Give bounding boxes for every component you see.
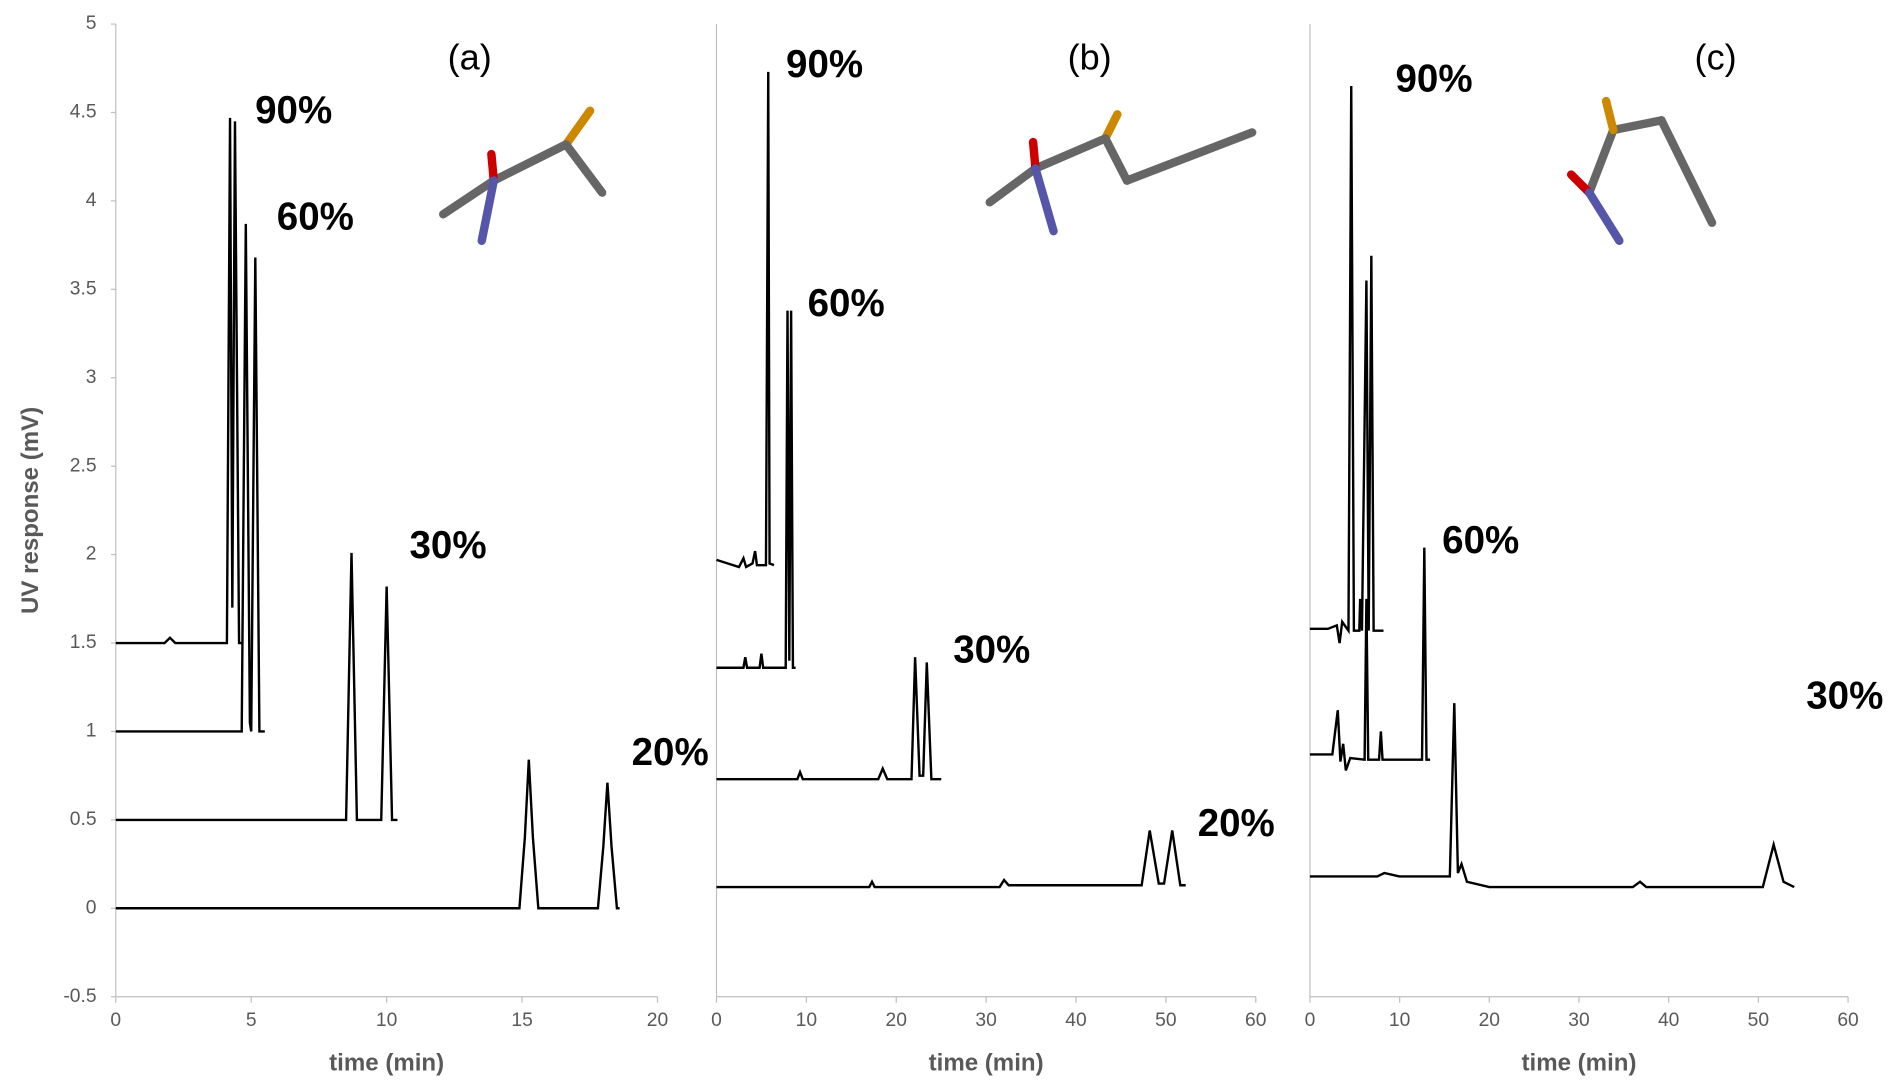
trace [116, 118, 243, 643]
trace-label: 90% [255, 89, 332, 132]
trace [716, 72, 774, 567]
trace [1310, 86, 1384, 643]
trace [116, 224, 265, 732]
x-tick-label: 40 [1658, 1010, 1679, 1031]
x-tick-label: 40 [1065, 1010, 1086, 1031]
y-tick-label: 0 [86, 897, 97, 918]
molecule-b [990, 114, 1252, 231]
y-tick-label: 4.5 [70, 102, 97, 123]
trace [116, 760, 620, 909]
y-tick-label: 1 [86, 721, 97, 742]
x-axis-label: time (min) [1522, 1050, 1637, 1077]
y-tick-label: 0.5 [70, 809, 97, 830]
x-tick-label: 10 [376, 1010, 397, 1031]
x-tick-label: 60 [1245, 1010, 1266, 1031]
x-axis-label: time (min) [329, 1050, 444, 1077]
y-tick-label: 4 [86, 190, 97, 211]
panel-title: (a) [448, 37, 492, 78]
trace-label: 20% [1198, 802, 1275, 845]
x-tick-label: 15 [511, 1010, 532, 1031]
x-tick-label: 20 [886, 1010, 907, 1031]
x-tick-label: 0 [1305, 1010, 1316, 1031]
trace [1310, 703, 1794, 887]
molecule-a [443, 111, 602, 241]
trace-label: 90% [786, 43, 863, 86]
x-tick-label: 30 [975, 1010, 996, 1031]
x-tick-label: 10 [1389, 1010, 1410, 1031]
chart: (a)time (min)UV response (mV)05101520-0.… [0, 0, 1888, 1081]
trace [716, 311, 795, 668]
trace-label: 20% [632, 731, 709, 774]
y-tick-label: -0.5 [63, 986, 96, 1007]
panel-title: (c) [1695, 37, 1737, 78]
trace [716, 657, 941, 779]
y-tick-label: 2.5 [70, 455, 97, 476]
trace-label: 30% [953, 629, 1030, 672]
x-tick-label: 0 [711, 1010, 722, 1031]
x-tick-label: 5 [246, 1010, 257, 1031]
trace-label: 60% [1442, 519, 1519, 562]
x-tick-label: 30 [1568, 1010, 1589, 1031]
x-tick-label: 50 [1748, 1010, 1769, 1031]
molecule-c [1571, 101, 1712, 241]
x-tick-label: 60 [1837, 1010, 1858, 1031]
x-tick-label: 10 [796, 1010, 817, 1031]
trace [716, 830, 1185, 887]
x-tick-label: 20 [647, 1010, 668, 1031]
y-tick-label: 1.5 [70, 632, 97, 653]
y-tick-label: 2 [86, 544, 97, 565]
panel-title: (b) [1068, 37, 1112, 78]
x-axis-label: time (min) [929, 1050, 1044, 1077]
y-tick-label: 3 [86, 367, 97, 388]
trace-label: 30% [1806, 675, 1883, 718]
y-tick-label: 5 [86, 13, 97, 34]
x-tick-label: 20 [1479, 1010, 1500, 1031]
trace [116, 553, 398, 820]
trace-label: 30% [410, 524, 487, 567]
y-tick-label: 3.5 [70, 278, 97, 299]
trace-label: 60% [277, 195, 354, 238]
trace-label: 60% [808, 282, 885, 325]
x-tick-label: 0 [110, 1010, 121, 1031]
x-tick-label: 50 [1155, 1010, 1176, 1031]
trace-label: 90% [1396, 57, 1473, 100]
y-axis-label: UV response (mV) [17, 407, 44, 614]
